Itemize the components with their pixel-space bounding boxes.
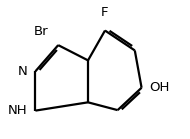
Text: Br: Br — [34, 25, 49, 39]
Text: N: N — [18, 65, 28, 78]
Text: OH: OH — [149, 81, 169, 94]
Text: NH: NH — [8, 104, 28, 117]
Text: F: F — [101, 6, 109, 19]
